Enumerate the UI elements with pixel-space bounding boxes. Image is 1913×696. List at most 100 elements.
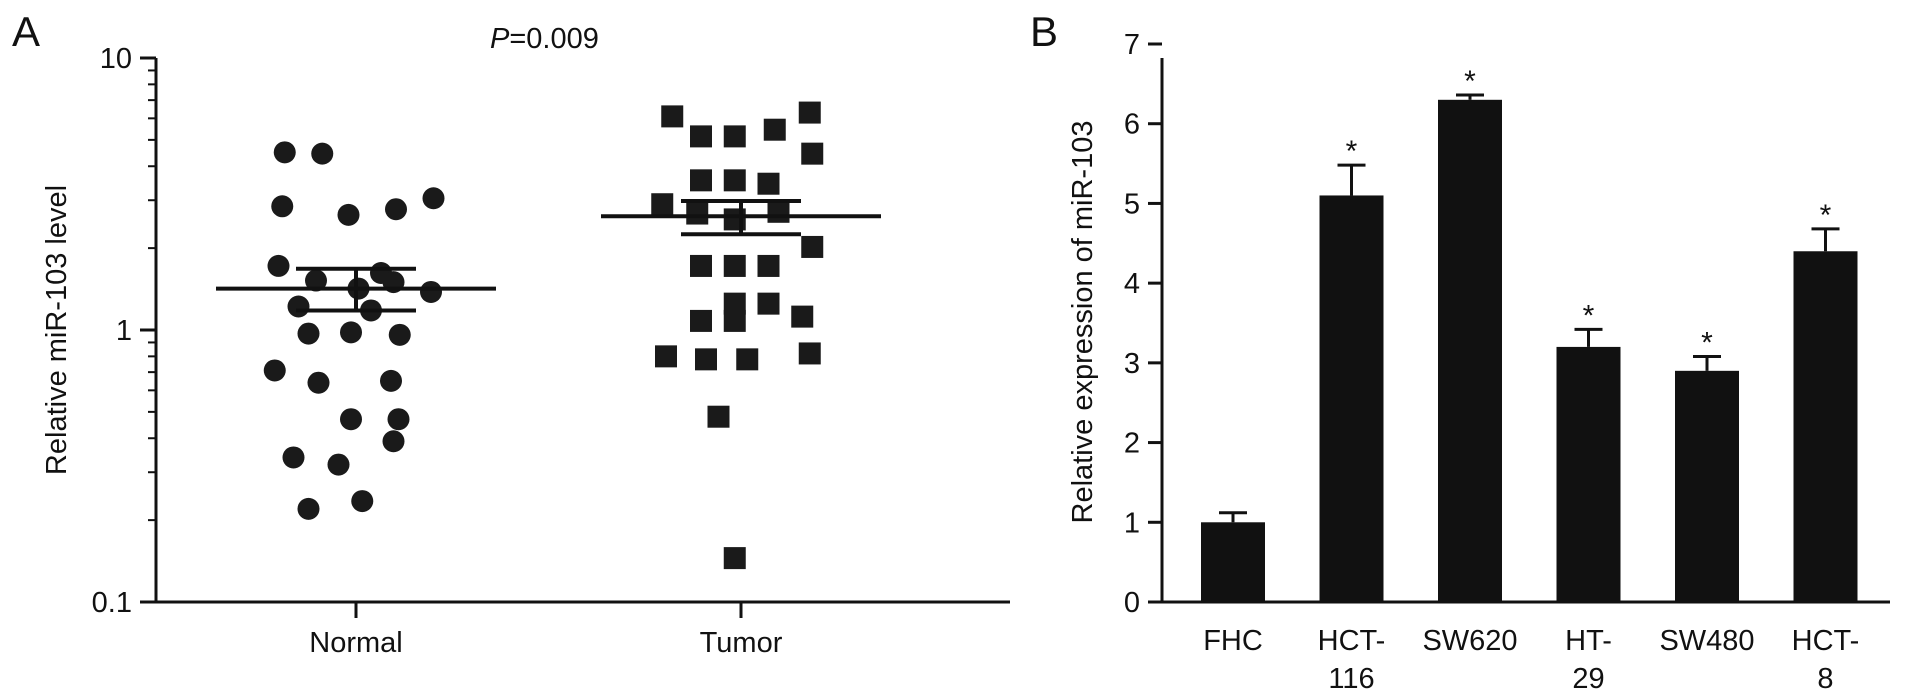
tumor-data-point — [723, 254, 746, 277]
panel-b-x-tick-label: HCT- — [1318, 625, 1386, 657]
panel-a-points — [263, 101, 824, 570]
tumor-data-point — [723, 309, 746, 332]
bar — [1319, 195, 1384, 602]
normal-data-point — [282, 446, 305, 469]
bar — [1201, 522, 1265, 602]
panel-a-y-tick-label: 1 — [116, 315, 132, 347]
tumor-data-point — [723, 292, 746, 315]
panel-b-x-tick-label: FHC — [1203, 625, 1263, 657]
significance-star: * — [1583, 299, 1595, 332]
panel-a-y-ticks: 0.1 1 10 — [92, 43, 156, 619]
panel-a-mean-sem — [216, 199, 881, 313]
panel-b-x-tick-label: 116 — [1328, 663, 1374, 695]
panel-a-x-ticks: Normal Tumor — [309, 602, 783, 659]
significance-star: * — [1346, 135, 1358, 168]
normal-data-point — [305, 269, 327, 292]
bar — [1675, 370, 1739, 602]
normal-data-point — [388, 323, 411, 346]
p-value-text: =0.009 — [509, 23, 599, 55]
panel-a: A P=0.009 Relative miR-103 level 0.1110 … — [12, 8, 1010, 659]
panel-b: B Relative expression of miR-103 0 1 2 3 4 5 6… — [1030, 8, 1890, 695]
tumor-data-point — [651, 193, 674, 216]
tumor-data-point — [661, 105, 684, 128]
panel-b-y-tick-label: 5 — [1124, 188, 1140, 220]
tumor-data-point — [723, 547, 746, 570]
panel-b-letter: B — [1030, 8, 1058, 55]
p-value-annotation: P=0.009 — [490, 23, 599, 55]
normal-data-point — [380, 369, 402, 392]
tumor-data-point — [767, 200, 790, 223]
normal-data-point — [273, 141, 296, 164]
tumor-data-point — [757, 172, 780, 195]
panel-a-x-tick-label: Tumor — [700, 627, 783, 659]
tumor-data-point — [763, 118, 786, 141]
panel-b-y-tick-label: 7 — [1124, 29, 1140, 61]
panel-b-x-tick-label: 8 — [1817, 663, 1833, 695]
panel-b-y-axis-title: Relative expression of miR-103 — [1067, 121, 1099, 524]
tumor-data-point — [801, 235, 824, 258]
panel-b-y-tick-label: 6 — [1124, 109, 1140, 141]
panel-a-y-tick-label: 0.1 — [92, 587, 132, 619]
normal-data-point — [311, 142, 334, 165]
panel-b-x-tick-label: SW620 — [1422, 625, 1517, 657]
panel-a-y-tick-label: 10 — [100, 43, 132, 75]
normal-data-point — [267, 254, 290, 277]
tumor-data-point — [798, 342, 821, 365]
normal-data-point — [271, 195, 294, 218]
tumor-data-point — [686, 202, 709, 225]
tumor-data-point — [723, 125, 746, 148]
tumor-data-point — [798, 101, 821, 124]
normal-data-point — [420, 280, 442, 303]
bar — [1438, 99, 1502, 603]
normal-data-point — [287, 295, 310, 318]
bar — [1793, 251, 1858, 602]
significance-star: * — [1820, 199, 1832, 232]
tumor-data-point — [690, 254, 712, 277]
normal-data-point — [297, 497, 320, 520]
panel-a-letter: A — [12, 8, 40, 55]
normal-data-point — [340, 408, 362, 431]
p-value-prefix: P — [490, 23, 510, 55]
panel-b-x-tick-label: SW480 — [1659, 625, 1754, 657]
tumor-data-point — [757, 254, 780, 277]
tumor-data-point — [707, 405, 730, 428]
panel-b-y-tick-label: 2 — [1124, 428, 1140, 460]
panel-a-x-tick-label: Normal — [309, 627, 402, 659]
tumor-data-point — [690, 169, 712, 192]
tumor-data-point — [655, 345, 677, 368]
panel-a-y-axis-title: Relative miR-103 level — [41, 185, 73, 475]
tumor-data-point — [723, 169, 746, 192]
panel-b-y-tick-label: 3 — [1124, 348, 1140, 380]
panel-b-y-tick-label: 1 — [1124, 507, 1140, 539]
tumor-data-point — [736, 348, 759, 371]
panel-b-x-tick-label: HT- — [1565, 625, 1612, 657]
panel-b-bars: * * * * * — [1201, 65, 1858, 603]
normal-data-point — [307, 371, 330, 394]
tumor-data-point — [801, 142, 824, 165]
normal-data-point — [387, 408, 410, 431]
tumor-data-point — [757, 292, 780, 315]
panel-b-y-tick-label: 4 — [1124, 268, 1140, 300]
normal-data-point — [327, 453, 350, 476]
normal-data-point — [351, 490, 374, 513]
tumor-data-point — [695, 348, 717, 371]
panel-b-y-tick-label: 0 — [1124, 587, 1140, 619]
normal-data-point — [340, 321, 362, 344]
normal-data-point — [382, 430, 405, 453]
panel-b-x-tick-label: HCT- — [1792, 625, 1860, 657]
normal-data-point — [385, 198, 407, 221]
panel-b-y-ticks: 0 1 2 3 4 5 6 7 — [1124, 29, 1162, 619]
normal-data-point — [337, 203, 360, 226]
normal-data-point — [297, 322, 320, 345]
tumor-data-point — [791, 305, 814, 328]
tumor-data-point — [690, 125, 712, 148]
tumor-data-point — [690, 309, 712, 332]
bar — [1556, 346, 1621, 602]
panel-b-x-labels: FHC HCT- 116 SW620 HT- 29 SW480 HCT- 8 — [1203, 625, 1859, 695]
significance-star: * — [1701, 326, 1713, 359]
normal-data-point — [263, 359, 286, 382]
normal-data-point — [422, 187, 445, 210]
panel-b-x-tick-label: 29 — [1572, 663, 1604, 695]
significance-star: * — [1464, 65, 1476, 98]
